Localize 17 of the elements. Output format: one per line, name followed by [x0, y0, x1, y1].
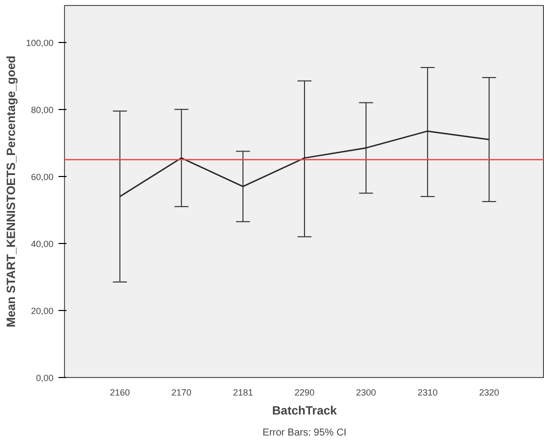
- y-tick-label: 80,00: [30, 104, 54, 115]
- x-axis-title: BatchTrack: [272, 404, 338, 418]
- y-tick-label: 40,00: [30, 238, 54, 249]
- x-tick-label: 2160: [110, 388, 130, 398]
- line-series: [119, 130, 490, 198]
- y-tick-label: 100,00: [26, 38, 54, 48]
- y-axis-title: Mean START_KENNISTOETS_Percentage_goed: [4, 56, 18, 328]
- x-tick-label: 2170: [171, 388, 192, 398]
- x-tick-label: 2310: [418, 388, 438, 398]
- x-tick-label: 2300: [356, 388, 376, 398]
- x-tick-label: 2320: [479, 388, 500, 398]
- x-tick-label: 2290: [294, 388, 315, 398]
- text: Error Bars: 95% CI: [262, 428, 346, 438]
- y-tick-label: 0,00: [36, 373, 54, 383]
- y-tick-label: 60,00: [30, 172, 54, 182]
- x-tick-label: 2181: [232, 388, 253, 398]
- y-tick-label: 20,00: [30, 306, 54, 316]
